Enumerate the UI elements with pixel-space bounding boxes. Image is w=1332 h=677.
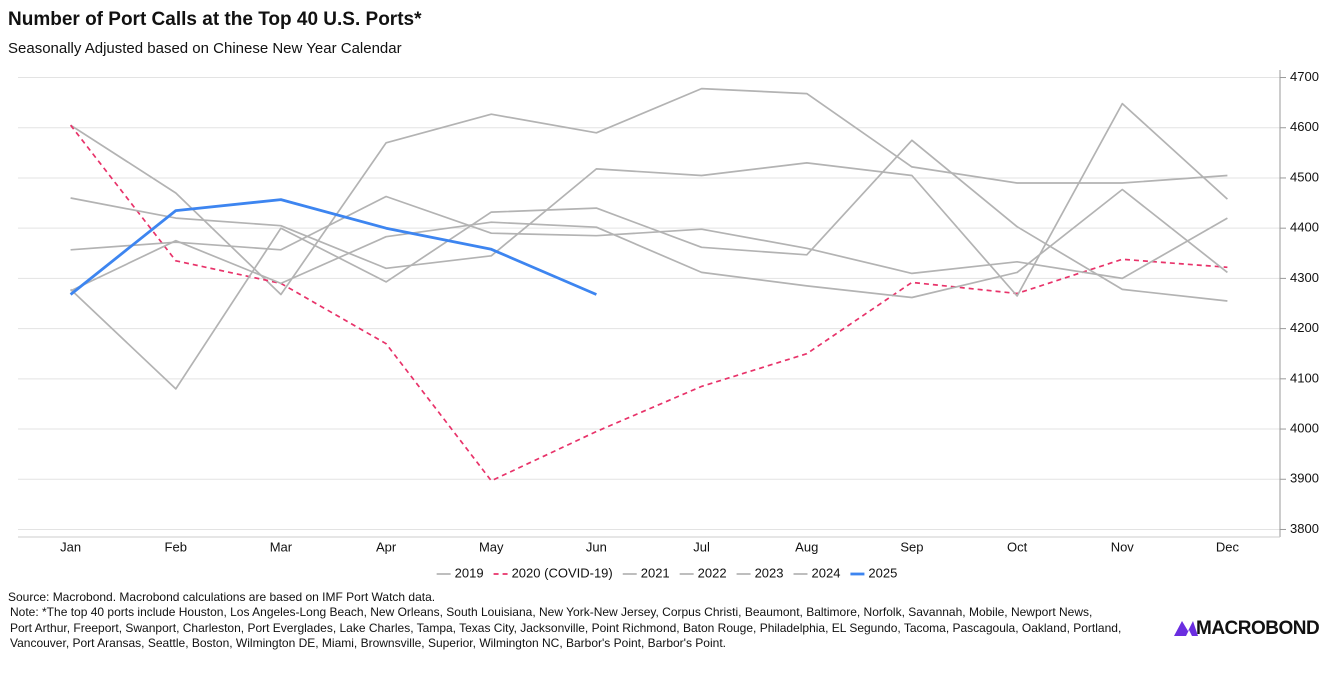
legend-label: 2021 xyxy=(641,565,670,580)
x-tick-label: Aug xyxy=(795,539,818,554)
legend-label: 2022 xyxy=(698,565,727,580)
source: Source: Macrobond. Macrobond calculation… xyxy=(8,590,435,604)
y-tick-label: 4700 xyxy=(1290,69,1319,84)
series-line xyxy=(70,195,1228,280)
y-tick-label: 4000 xyxy=(1290,420,1319,435)
series-line xyxy=(70,188,1228,299)
note-line: Vancouver, Port Aransas, Seattle, Boston… xyxy=(10,636,726,650)
x-tick-label: Feb xyxy=(165,539,187,554)
x-tick-label: Nov xyxy=(1111,539,1135,554)
legend-label: 2020 (COVID-19) xyxy=(512,565,613,580)
legend: 2019 2020 (COVID-19) 2021 2022 2023 2024 2025 xyxy=(436,565,897,580)
x-tick-label: Sep xyxy=(900,539,923,554)
x-tick-label: Jan xyxy=(60,539,81,554)
x-tick-label: Dec xyxy=(1216,539,1240,554)
x-tick-label: Oct xyxy=(1007,539,1028,554)
y-tick-label: 4600 xyxy=(1290,119,1319,134)
x-tick-label: Apr xyxy=(376,539,397,554)
legend-label: 2019 xyxy=(455,565,484,580)
y-tick-label: 4500 xyxy=(1290,169,1319,184)
y-tick-label: 3800 xyxy=(1290,521,1319,536)
legend-label: 2024 xyxy=(812,565,841,580)
y-tick-label: 3900 xyxy=(1290,471,1319,486)
y-tick-label: 4200 xyxy=(1290,320,1319,335)
note-line: Port Arthur, Freeport, Swanport, Charles… xyxy=(10,621,1121,635)
logo: MACROBOND xyxy=(1174,618,1320,639)
x-tick-label: May xyxy=(479,539,504,554)
x-tick-label: Jul xyxy=(693,539,710,554)
series-line xyxy=(69,198,597,296)
y-tick-label: 4400 xyxy=(1290,220,1319,235)
legend-label: 2025 xyxy=(868,565,897,580)
series-line xyxy=(70,139,1228,390)
legend-label: 2023 xyxy=(755,565,784,580)
logo-text: MACROBOND xyxy=(1196,618,1319,639)
x-tick-label: Jun xyxy=(586,539,607,554)
chart-subtitle: Seasonally Adjusted based on Chinese New… xyxy=(8,40,402,57)
series-line xyxy=(69,124,1228,482)
series-line xyxy=(70,87,1228,296)
y-tick-label: 4300 xyxy=(1290,270,1319,285)
x-tick-label: Mar xyxy=(270,539,293,554)
y-tick-label: 4100 xyxy=(1290,370,1319,385)
note-line: Note: *The top 40 ports include Houston,… xyxy=(10,605,1092,619)
chart-title: Number of Port Calls at the Top 40 U.S. … xyxy=(8,9,422,30)
